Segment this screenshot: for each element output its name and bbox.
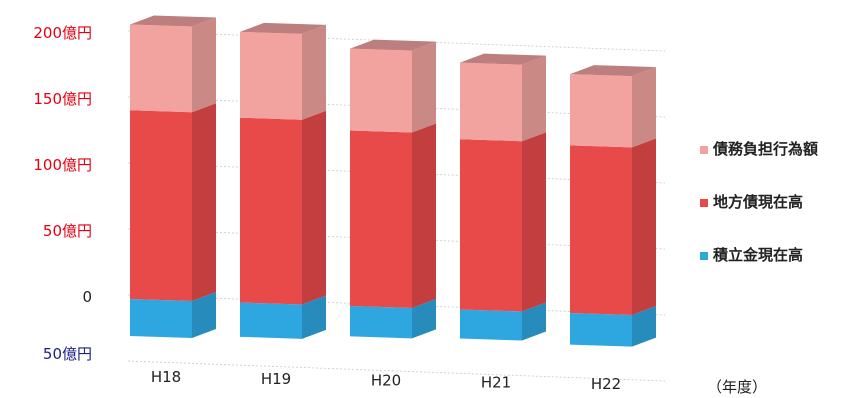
bar-segment-side (522, 132, 546, 312)
legend-label: 積立金現在高 (712, 246, 803, 264)
bar-segment-front (240, 302, 302, 339)
x-axis-categories: H18 H19 H20 H21 H22 (151, 368, 621, 393)
bar-stack-H19 (240, 22, 326, 339)
legend-swatch (700, 146, 708, 154)
bar-segment-side (302, 24, 326, 120)
bar-segment-front (130, 24, 192, 113)
bar-segment-side (412, 41, 436, 133)
bar-segment-front (350, 48, 412, 133)
bar-segment-side (412, 299, 436, 339)
y-tick-label: 100億円 (33, 156, 92, 174)
bar-segment-side (302, 110, 326, 305)
bar-segment-front (350, 130, 412, 308)
x-category-label: H21 (481, 373, 511, 391)
legend-swatch (700, 199, 708, 207)
legend-swatch (700, 252, 708, 260)
bar-segment-top (350, 39, 436, 51)
bar-segment-side (632, 138, 656, 315)
bar-segment-front (570, 145, 632, 315)
bars (130, 15, 656, 347)
bar-segment-side (632, 67, 656, 148)
bar-segment-side (412, 123, 436, 308)
bar-segment-front (460, 309, 522, 341)
bar-segment-front (570, 74, 632, 148)
bar-segment-side (632, 306, 656, 347)
x-category-label: H20 (371, 372, 401, 390)
y-tick-label: 50億円 (43, 345, 92, 363)
bar-segment-front (130, 110, 192, 302)
bar-stack-H18 (130, 15, 216, 338)
bar-segment-top (570, 65, 656, 77)
y-tick-label: 50億円 (43, 222, 92, 240)
bar-segment-top (460, 53, 546, 65)
y-tick-label: 0 (82, 288, 92, 306)
bar-segment-top (240, 22, 326, 34)
bar-segment-side (192, 103, 216, 302)
bar-segment-front (240, 31, 302, 120)
bar-segment-side (192, 292, 216, 338)
bar-stack-H22 (570, 65, 656, 347)
bar-stack-H20 (350, 39, 436, 339)
bar-segment-front (350, 306, 412, 339)
bar-segment-front (570, 313, 632, 347)
x-category-label: H22 (591, 375, 621, 393)
x-category-label: H18 (151, 368, 181, 386)
bar-segment-front (130, 299, 192, 338)
bar-segment-front (460, 62, 522, 142)
y-tick-label: 150億円 (33, 90, 92, 108)
bar-segment-front (240, 117, 302, 305)
legend-label: 地方債現在高 (713, 193, 803, 211)
bar-segment-top (130, 15, 216, 27)
bar-segment-side (522, 302, 546, 341)
x-axis-unit-label: （年度） (707, 378, 767, 396)
x-category-label: H19 (261, 370, 291, 388)
bar-segment-side (302, 295, 326, 339)
y-axis-ticks: 200億円 150億円 100億円 50億円 0 50億円 (33, 24, 92, 363)
bar-segment-side (522, 55, 546, 142)
bar-segment-side (192, 17, 216, 113)
y-tick-label: 200億円 (33, 24, 92, 42)
bar-segment-front (460, 139, 522, 312)
gridline (127, 360, 666, 382)
bar-stack-H21 (460, 53, 546, 341)
legend-label: 債務負担行為額 (712, 140, 818, 158)
